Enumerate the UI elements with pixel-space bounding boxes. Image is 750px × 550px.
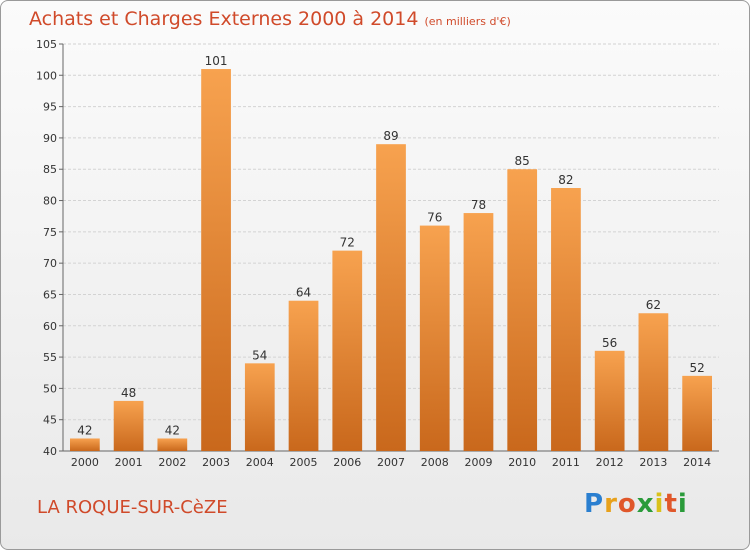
- bar-2001: [113, 400, 144, 451]
- y-tick-label: 95: [43, 101, 57, 114]
- bar-2006: [332, 250, 363, 451]
- x-tick-label: 2014: [683, 456, 711, 469]
- y-tick-label: 105: [36, 38, 57, 51]
- y-tick-label: 65: [43, 288, 57, 301]
- y-tick-label: 60: [43, 320, 57, 333]
- x-tick-label: 2011: [552, 456, 580, 469]
- x-tick-label: 2004: [246, 456, 274, 469]
- bar-2013: [638, 313, 669, 451]
- bar-2003: [201, 69, 231, 452]
- value-label: 64: [296, 286, 311, 300]
- y-tick-label: 85: [43, 163, 57, 176]
- x-tick-label: 2012: [596, 456, 624, 469]
- logo-letter: x: [636, 489, 655, 519]
- value-label: 101: [205, 54, 228, 68]
- y-tick-label: 90: [43, 132, 57, 145]
- chart-title-text: Achats et Charges Externes 2000 à 2014: [29, 8, 419, 30]
- bar-2014: [682, 375, 713, 451]
- y-tick-label: 55: [43, 351, 57, 364]
- x-tick-label: 2013: [639, 456, 667, 469]
- bar-2009: [463, 213, 494, 451]
- x-tick-label: 2010: [508, 456, 536, 469]
- y-tick-label: 50: [43, 382, 57, 395]
- value-label: 62: [646, 298, 661, 312]
- x-tick-label: 2003: [202, 456, 230, 469]
- value-label: 42: [165, 423, 180, 437]
- x-tick-label: 2005: [290, 456, 318, 469]
- chart-unit: (en milliers d'€): [424, 15, 511, 28]
- bar-2004: [244, 363, 275, 451]
- value-label: 89: [383, 129, 398, 143]
- bar-2000: [69, 438, 100, 451]
- y-tick-label: 70: [43, 257, 57, 270]
- bar-2012: [594, 350, 625, 451]
- value-label: 54: [252, 348, 267, 362]
- x-tick-label: 2007: [377, 456, 405, 469]
- value-label: 78: [471, 198, 486, 212]
- chart-title: Achats et Charges Externes 2000 à 2014 (e…: [29, 8, 511, 30]
- value-label: 76: [427, 211, 442, 225]
- commune-name: LA ROQUE-SUR-CèZE: [37, 497, 228, 518]
- value-label: 72: [340, 236, 355, 250]
- y-tick-label: 45: [43, 414, 57, 427]
- logo-letter: t: [664, 489, 678, 519]
- bar-2011: [551, 188, 581, 451]
- x-tick-label: 2006: [333, 456, 361, 469]
- value-label: 52: [689, 361, 704, 375]
- bars: [69, 69, 713, 452]
- value-label: 85: [515, 154, 530, 168]
- bar-2005: [288, 300, 319, 451]
- bar-2007: [376, 144, 406, 451]
- x-tick-label: 2008: [421, 456, 449, 469]
- y-tick-label: 40: [43, 445, 57, 458]
- bar-2010: [507, 169, 538, 451]
- value-label: 56: [602, 336, 617, 350]
- value-label: 48: [121, 386, 136, 400]
- logo-letter: P: [584, 489, 605, 519]
- x-tick-label: 2001: [115, 456, 143, 469]
- x-tick-label: 2000: [71, 456, 99, 469]
- bar-2008: [419, 225, 450, 451]
- logo-letter: i: [677, 489, 688, 519]
- x-tick-label: 2009: [464, 456, 492, 469]
- y-tick-label: 80: [43, 195, 57, 208]
- proxiti-logo: Proxiti: [584, 489, 688, 519]
- value-label: 42: [77, 423, 92, 437]
- value-labels: 42 48 42 101 54 64 72 89 76 78 85 82 56 62 52: [77, 54, 705, 437]
- value-label: 82: [558, 173, 573, 187]
- x-tick-label: 2002: [158, 456, 186, 469]
- y-tick-label: 75: [43, 226, 57, 239]
- logo-letter: r: [604, 489, 618, 519]
- logo-letter: o: [617, 489, 637, 519]
- y-tick-label: 100: [36, 69, 57, 82]
- bar-2002: [157, 438, 188, 451]
- logo-letter: i: [654, 489, 665, 519]
